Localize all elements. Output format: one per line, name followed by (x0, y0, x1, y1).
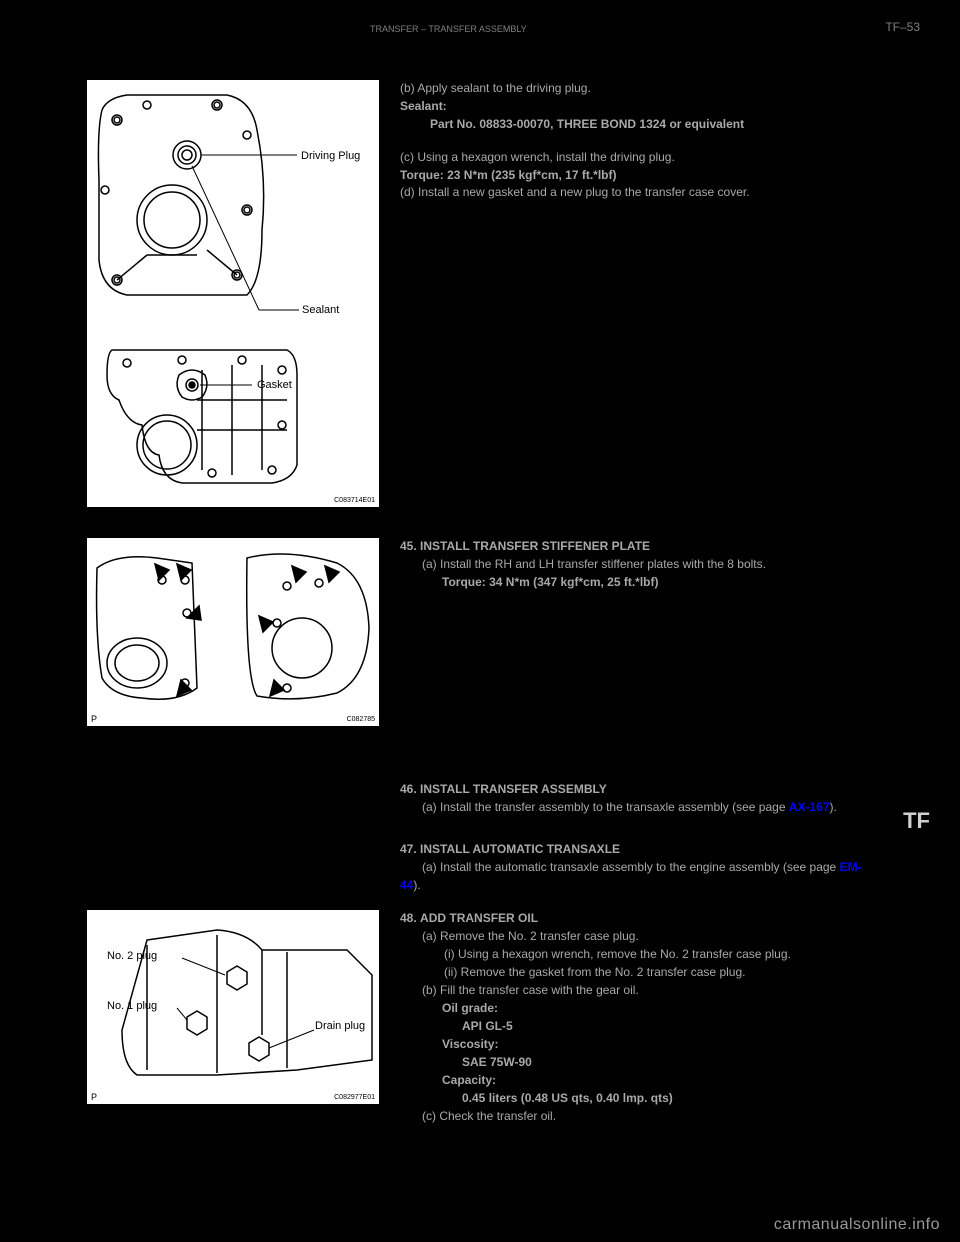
page-number: TF–53 (885, 20, 920, 34)
step-44b: (b) Apply sealant to the driving plug. S… (400, 79, 880, 133)
step-44c: (c) Using a hexagon wrench, install the … (400, 148, 880, 184)
label-drain-plug: Drain plug (315, 1020, 365, 1032)
figure-stiffener-plate: P C082785 (86, 537, 380, 727)
figure-p-label: P (91, 714, 97, 724)
watermark: carmanualsonline.info (774, 1216, 940, 1234)
label-gasket: Gasket (257, 379, 292, 391)
step-48: 48. ADD TRANSFER OIL (a) Remove the No. … (400, 909, 880, 1125)
figure-id: C082977E01 (334, 1094, 375, 1101)
step-46: 46. INSTALL TRANSFER ASSEMBLY (a) Instal… (400, 780, 880, 816)
label-sealant: Sealant (302, 304, 339, 316)
service-manual-page: TRANSFER – TRANSFER ASSEMBLY TF–53 (0, 0, 960, 1242)
figure-id: C083714E01 (334, 497, 375, 504)
figure-transfer-plugs: No. 2 plug No. 1 plug Drain plug P C0829… (86, 909, 380, 1105)
figure-id: C082785 (347, 716, 375, 723)
page-breadcrumb: TRANSFER – TRANSFER ASSEMBLY (370, 24, 527, 34)
label-no2-plug: No. 2 plug (107, 950, 157, 962)
label-no1-plug: No. 1 plug (107, 1000, 157, 1012)
step-47: 47. INSTALL AUTOMATIC TRANSAXLE (a) Inst… (400, 840, 880, 894)
label-driving-plug: Driving Plug (301, 150, 360, 162)
figure-driving-plug: Driving Plug Sealant Gasket C083714E01 (86, 79, 380, 508)
side-marker: TF (903, 808, 930, 834)
figure-p-label: P (91, 1092, 97, 1102)
step-44d: (d) Install a new gasket and a new plug … (400, 183, 880, 201)
link-ax167[interactable]: AX-167 (789, 800, 830, 814)
step-45: 45. INSTALL TRANSFER STIFFENER PLATE (a)… (400, 537, 880, 591)
